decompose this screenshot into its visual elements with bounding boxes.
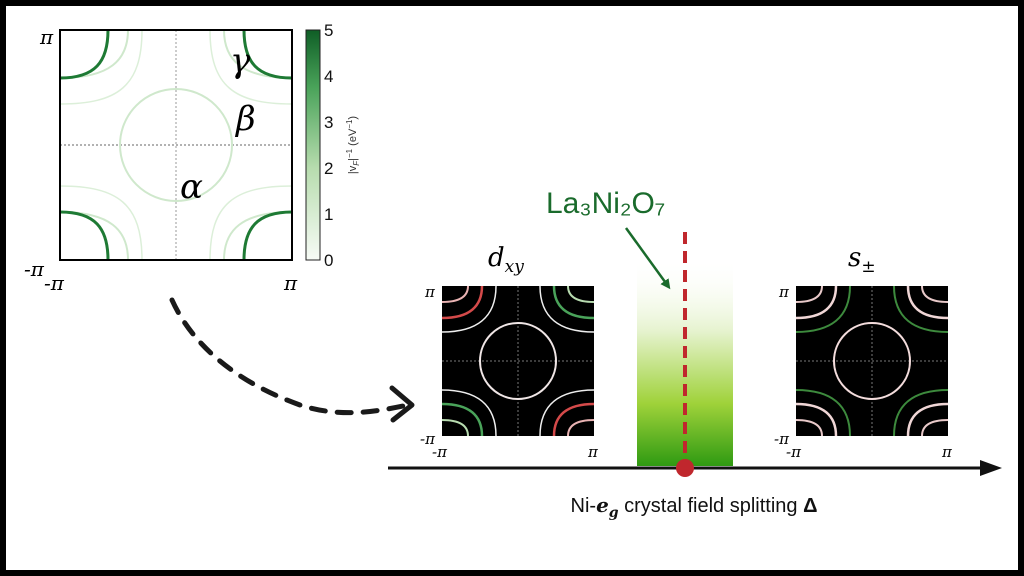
gamma-pocket-tr bbox=[242, 30, 292, 80]
beta-sheet-bl-inner bbox=[60, 185, 143, 260]
spm-tick-pi-top: π bbox=[778, 283, 790, 301]
beta-sheet-tl-inner bbox=[60, 30, 143, 105]
dxy-beta-bl bbox=[442, 389, 497, 436]
dxy-sheet-tl bbox=[442, 286, 484, 320]
label-gamma: γ bbox=[230, 41, 251, 81]
spm-beta-tl bbox=[796, 286, 851, 333]
fermi-tick-pi-right: π bbox=[283, 271, 298, 295]
label-beta: β bbox=[234, 99, 256, 139]
dxy-sheet-bl bbox=[442, 402, 484, 436]
delta-axis-label: Ni-eg crystal field splitting Δ bbox=[571, 493, 818, 521]
dxy-tick-pi-top: π bbox=[424, 283, 436, 301]
spm-gamma-tr bbox=[921, 286, 948, 303]
gamma-pocket-bl bbox=[60, 210, 110, 260]
spm-gamma-tl bbox=[796, 286, 823, 303]
gamma-pocket-tl bbox=[60, 30, 110, 80]
colorbar-tick: 3 bbox=[324, 113, 333, 132]
dxy-gamma-tr bbox=[567, 286, 594, 303]
fermi-tick-pi-top: π bbox=[39, 25, 54, 49]
dxy-sheet-br bbox=[552, 402, 594, 436]
dxy-gamma-bl bbox=[442, 419, 469, 436]
la3ni2o7-marker-dot bbox=[676, 459, 694, 477]
dxy-tick-neg-pi-bottom: -π bbox=[432, 443, 448, 461]
dxy-beta-tr bbox=[539, 286, 594, 333]
spm-tick-neg-pi-left: -π bbox=[774, 430, 790, 448]
label-alpha: α bbox=[180, 167, 203, 207]
dxy-gamma-br bbox=[567, 419, 594, 436]
spm-title: s± bbox=[848, 243, 876, 277]
spm-gamma-bl bbox=[796, 419, 823, 436]
spm-beta-br bbox=[893, 389, 948, 436]
fermi-tick-neg-pi-bottom: -π bbox=[44, 271, 65, 295]
colorbar-gradient bbox=[305, 29, 321, 261]
dxy-tick-neg-pi-left: -π bbox=[420, 430, 436, 448]
dxy-gamma-tl bbox=[442, 286, 469, 303]
colorbar-tick: 1 bbox=[324, 205, 333, 224]
colorbar-tick: 5 bbox=[324, 21, 333, 40]
colorbar-tick: 2 bbox=[324, 159, 333, 178]
fermi-tick-neg-pi-left: -π bbox=[24, 257, 45, 281]
spm-tick-neg-pi-bottom: -π bbox=[786, 443, 802, 461]
dashed-arrow-head-icon bbox=[389, 385, 415, 423]
spm-sheet-br bbox=[906, 402, 948, 436]
alpha-pocket bbox=[119, 88, 233, 202]
s-pm-panel: s± π -π -π π bbox=[774, 243, 953, 461]
spm-beta-tr bbox=[893, 286, 948, 333]
dxy-title: dxy bbox=[488, 243, 524, 277]
gamma-pocket-br bbox=[242, 210, 292, 260]
dxy-tick-pi-right: π bbox=[587, 443, 599, 461]
material-label: La₃Ni₂O₇ bbox=[546, 187, 665, 220]
colorbar-tick: 0 bbox=[324, 251, 333, 270]
beta-sheet-tr-inner bbox=[209, 30, 292, 105]
delta-axis-arrowhead-icon bbox=[980, 460, 1002, 476]
colorbar-label: |vF|−1 (eV−1) bbox=[345, 116, 361, 174]
spm-beta-bl bbox=[796, 389, 851, 436]
spm-alpha-pocket bbox=[833, 322, 911, 400]
spm-tick-pi-right: π bbox=[941, 443, 953, 461]
fermi-surface-panel: π -π -π π γ β α bbox=[24, 25, 298, 295]
spm-sheet-tl bbox=[796, 286, 838, 320]
dxy-sheet-tr bbox=[552, 286, 594, 320]
dxy-beta-br bbox=[539, 389, 594, 436]
dashed-curved-arrow bbox=[169, 297, 415, 423]
dxy-alpha-pocket bbox=[479, 322, 557, 400]
spm-gamma-br bbox=[921, 419, 948, 436]
fermi-plot-frame bbox=[59, 29, 293, 261]
material-pointer-arrow-icon bbox=[624, 227, 671, 290]
dxy-beta-tl bbox=[442, 286, 497, 333]
spm-sheet-tr bbox=[906, 286, 948, 320]
beta-sheet-br-inner bbox=[209, 185, 292, 260]
spm-sheet-bl bbox=[796, 402, 838, 436]
colorbar: 5 4 3 2 1 0 |vF|−1 (eV−1) bbox=[305, 21, 361, 270]
dashed-arrow-shaft bbox=[169, 297, 411, 416]
dxy-panel: dxy π -π -π π bbox=[420, 243, 599, 461]
colorbar-tick: 4 bbox=[324, 67, 333, 86]
